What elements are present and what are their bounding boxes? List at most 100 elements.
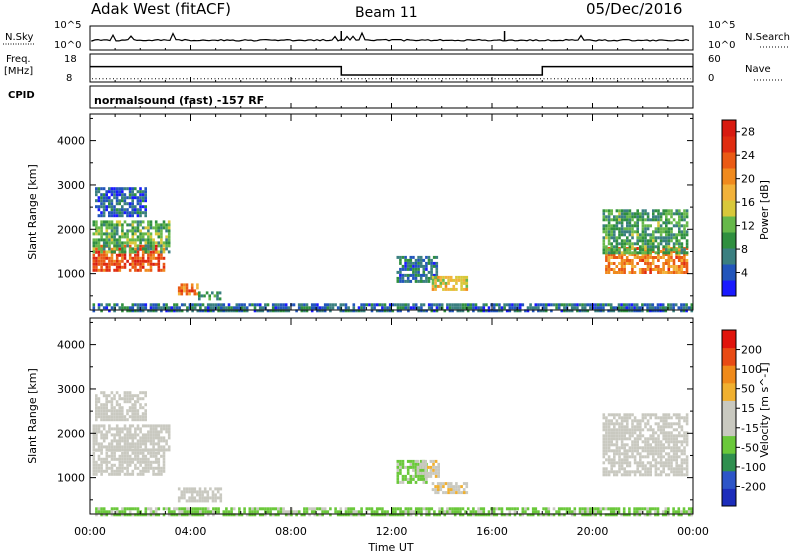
- scatter-cell: [355, 513, 358, 517]
- scatter-cell: [404, 465, 407, 469]
- scatter-cell: [604, 507, 608, 511]
- scatter-cell: [113, 309, 116, 313]
- scatter-cell: [128, 256, 132, 260]
- scatter-cell: [399, 480, 402, 484]
- scatter-cell: [459, 507, 462, 511]
- scatter-cell: [110, 409, 114, 413]
- scatter-cell: [638, 306, 642, 310]
- scatter-cell: [667, 265, 671, 268]
- scatter-cell: [251, 510, 254, 514]
- scatter-cell: [646, 306, 649, 310]
- scatter-cell: [256, 510, 259, 514]
- scatter-cell: [256, 309, 259, 313]
- scatter-cell: [479, 513, 483, 517]
- scatter-cell: [136, 472, 140, 476]
- scatter-cell: [144, 208, 147, 212]
- scatter-cell: [232, 513, 236, 517]
- scatter-cell: [412, 267, 415, 271]
- scatter-cell: [434, 491, 437, 495]
- scatter-cell: [414, 258, 418, 262]
- scatter-cell: [414, 474, 418, 478]
- scatter-cell: [422, 267, 426, 271]
- scatter-cell: [118, 415, 121, 419]
- scatter-cell: [396, 471, 400, 475]
- scatter-cell: [310, 507, 314, 511]
- scatter-cell: [269, 309, 272, 313]
- scatter-cell: [550, 513, 553, 517]
- scatter-cell: [615, 248, 619, 252]
- scatter-cell: [615, 461, 619, 465]
- scatter-cell: [656, 309, 660, 313]
- scatter-cell: [414, 261, 418, 265]
- scatter-cell: [657, 461, 660, 465]
- scatter-cell: [605, 470, 608, 474]
- scatter-cell: [526, 309, 530, 313]
- scatter-cell: [687, 306, 691, 310]
- scatter-cell: [407, 510, 410, 514]
- scatter-cell: [201, 309, 205, 313]
- scatter-cell: [670, 416, 673, 420]
- scatter-cell: [128, 442, 132, 446]
- scatter-cell: [240, 513, 244, 517]
- scatter-cell: [661, 309, 665, 313]
- scatter-cell: [118, 253, 122, 257]
- scatter-cell: [303, 306, 306, 310]
- scatter-cell: [139, 445, 142, 449]
- scatter-cell: [115, 247, 119, 251]
- scatter-cell: [128, 229, 132, 233]
- scatter-cell: [680, 236, 684, 240]
- scatter-cell: [639, 239, 642, 243]
- scatter-cell: [618, 212, 621, 216]
- scatter-cell: [654, 422, 658, 426]
- scatter-cell: [95, 265, 98, 269]
- scatter-cell: [102, 403, 106, 407]
- scatter-cell: [677, 259, 681, 262]
- scatter-cell: [92, 247, 96, 251]
- scatter-cell: [160, 454, 163, 458]
- scatter-cell: [157, 436, 161, 440]
- scatter-cell: [672, 303, 675, 307]
- scatter-cell: [672, 434, 676, 438]
- scatter-cell: [352, 513, 356, 517]
- scatter-cell: [110, 211, 114, 215]
- scatter-cell: [97, 226, 101, 230]
- scatter-cell: [620, 446, 624, 450]
- scatter-cell: [677, 247, 681, 250]
- scatter-cell: [396, 303, 400, 307]
- scatter-cell: [618, 458, 621, 462]
- scatter-cell: [670, 233, 673, 237]
- scatter-cell: [442, 278, 445, 282]
- scatter-cell: [105, 463, 109, 467]
- scatter-cell: [154, 507, 158, 511]
- scatter-cell: [110, 403, 114, 407]
- scatter-cell: [438, 303, 441, 307]
- scatter-cell: [123, 265, 127, 269]
- scatter-cell: [417, 507, 421, 511]
- scatter-cell: [95, 193, 98, 197]
- scatter-cell: [615, 470, 619, 474]
- scatter-cell: [409, 255, 413, 259]
- scatter-cell: [193, 513, 197, 517]
- scatter-cell: [92, 430, 96, 434]
- scatter-cell: [683, 215, 686, 219]
- scatter-cell: [126, 513, 129, 517]
- scatter-cell: [662, 416, 665, 420]
- scatter-cell: [183, 289, 186, 293]
- scatter-cell: [157, 424, 161, 428]
- scatter-cell: [154, 454, 158, 458]
- scatter-cell: [141, 262, 145, 266]
- scatter-cell: [677, 510, 681, 514]
- scatter-cell: [157, 433, 161, 437]
- scatter-cell: [433, 309, 436, 313]
- scatter-cell: [625, 256, 629, 259]
- scatter-cell: [654, 413, 658, 417]
- scatter-cell: [615, 419, 619, 423]
- scatter-cell: [615, 215, 619, 219]
- scatter-cell: [685, 303, 688, 307]
- scatter-cell: [635, 513, 639, 517]
- scatter-cell: [100, 220, 103, 224]
- scatter-cell: [243, 507, 246, 511]
- scatter-cell: [131, 415, 134, 419]
- scatter-cell: [618, 221, 621, 225]
- scatter-cell: [141, 306, 145, 310]
